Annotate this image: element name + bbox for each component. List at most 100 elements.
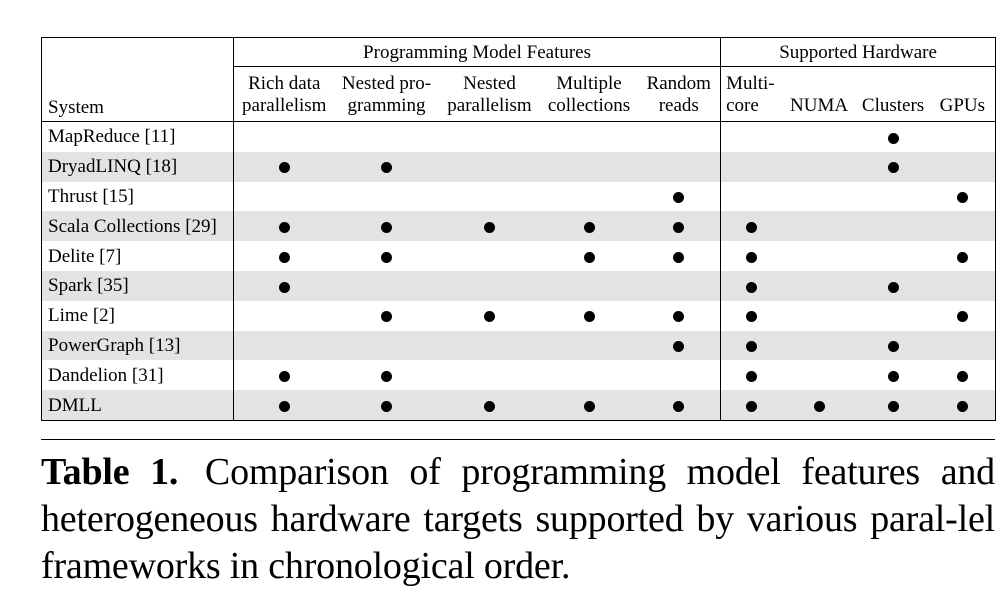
feature-cell <box>541 182 638 212</box>
feature-header-line2: NUMA <box>790 95 849 116</box>
feature-cell <box>720 270 782 301</box>
table-body: MapReduce [11] DryadLINQ [18] Thrust [15] S… <box>41 121 996 421</box>
feature-cell <box>857 301 930 331</box>
feature-cell <box>637 270 721 301</box>
support-dot-icon <box>887 400 899 412</box>
feature-header-line1 <box>857 73 930 95</box>
feature-cell <box>857 241 930 271</box>
feature-cell <box>720 151 782 182</box>
support-dot-icon <box>381 370 392 382</box>
system-name-cell: Spark [35] <box>41 270 234 301</box>
support-dot-icon <box>673 341 685 353</box>
feature-cell <box>930 360 996 390</box>
feature-header-2: Nested parallelism <box>438 66 541 122</box>
caption-rule <box>41 439 995 440</box>
feature-cell <box>233 151 335 182</box>
feature-cell <box>930 182 996 212</box>
programming-model-group-header: Programming Model Features <box>232 37 721 67</box>
feature-cell <box>638 301 721 331</box>
feature-cell <box>720 300 782 331</box>
feature-cell <box>720 360 782 391</box>
feature-cell <box>438 151 541 182</box>
support-dot-icon <box>484 311 495 323</box>
feature-cell <box>857 182 930 212</box>
table-row: MapReduce [11] <box>42 121 996 152</box>
support-dot-icon <box>887 132 899 144</box>
feature-header-3: Multiple collections <box>540 66 638 122</box>
table-row: Thrust [15] <box>42 181 996 212</box>
support-dot-icon <box>583 221 595 233</box>
feature-header-8: GPUs <box>929 66 996 122</box>
feature-cell <box>233 121 335 152</box>
support-dot-icon <box>745 221 757 233</box>
feature-cell <box>233 300 335 331</box>
feature-cell <box>233 390 335 421</box>
feature-cell <box>637 151 721 182</box>
support-dot-icon <box>278 221 290 233</box>
table-row: DryadLINQ [18] <box>41 151 996 182</box>
feature-header-line1: Multiple <box>556 73 622 94</box>
support-dot-icon <box>887 341 899 353</box>
support-dot-icon <box>381 311 392 323</box>
feature-header-line2: parallelism <box>242 95 327 116</box>
caption-text: Comparison of programming model features… <box>41 451 995 587</box>
feature-header-line2: parallelism <box>447 95 532 116</box>
feature-cell <box>438 211 541 242</box>
support-dot-icon <box>745 311 757 323</box>
feature-cell <box>857 360 930 390</box>
feature-cell <box>720 121 782 152</box>
table-caption: Table 1. Comparison of programming model… <box>41 449 995 590</box>
feature-header-0: Rich data parallelism <box>233 66 335 122</box>
support-dot-icon <box>673 221 685 233</box>
feature-header-5: Multi-core <box>720 66 782 122</box>
feature-cell <box>638 182 721 212</box>
support-dot-icon <box>278 281 290 293</box>
feature-cell <box>334 390 439 421</box>
support-dot-icon <box>583 400 595 412</box>
feature-cell <box>335 122 439 152</box>
support-dot-icon <box>484 221 495 233</box>
feature-cell <box>233 270 335 301</box>
feature-cell <box>781 270 857 301</box>
support-dot-icon <box>956 251 968 263</box>
support-dot-icon <box>583 311 595 323</box>
feature-cell <box>335 360 439 390</box>
feature-cell <box>334 211 439 242</box>
support-dot-icon <box>278 162 290 174</box>
feature-cell <box>541 241 638 271</box>
feature-cell <box>335 241 439 271</box>
system-name-cell: PowerGraph [13] <box>41 330 234 361</box>
feature-cell <box>782 122 857 152</box>
feature-header-line1: Rich data <box>248 73 321 94</box>
feature-cell <box>334 151 439 182</box>
feature-header-line2: gramming <box>347 95 426 116</box>
support-dot-icon <box>887 281 899 293</box>
feature-cell <box>638 241 721 271</box>
table-row: Lime [2] <box>42 300 996 331</box>
support-dot-icon <box>745 400 757 412</box>
feature-header-line1 <box>782 73 857 95</box>
support-dot-icon <box>673 251 685 263</box>
table-row: Dandelion [31] <box>42 360 996 391</box>
feature-cell <box>782 182 857 212</box>
support-dot-icon <box>278 400 290 412</box>
support-dot-icon <box>278 370 290 382</box>
system-name-cell: MapReduce [11] <box>48 126 176 148</box>
feature-cell <box>540 390 638 421</box>
support-dot-icon <box>745 341 757 353</box>
feature-header-line2: reads <box>658 95 699 116</box>
feature-cell <box>233 330 335 361</box>
feature-header-row: Rich data parallelism Nested pro-gramming N… <box>42 66 996 122</box>
feature-cell <box>541 122 638 152</box>
support-dot-icon <box>278 251 290 263</box>
support-dot-icon <box>887 162 899 174</box>
feature-header-line2: core <box>726 95 759 116</box>
feature-cell <box>439 182 541 212</box>
feature-cell <box>856 330 930 361</box>
feature-cell <box>233 181 335 212</box>
feature-cell <box>857 122 930 152</box>
feature-header-line1: Nested pro- <box>341 73 432 94</box>
comparison-table-container: System Programming Model Features Suppor… <box>41 37 997 421</box>
feature-header-line2: Clusters <box>861 95 925 116</box>
support-dot-icon <box>381 400 392 412</box>
